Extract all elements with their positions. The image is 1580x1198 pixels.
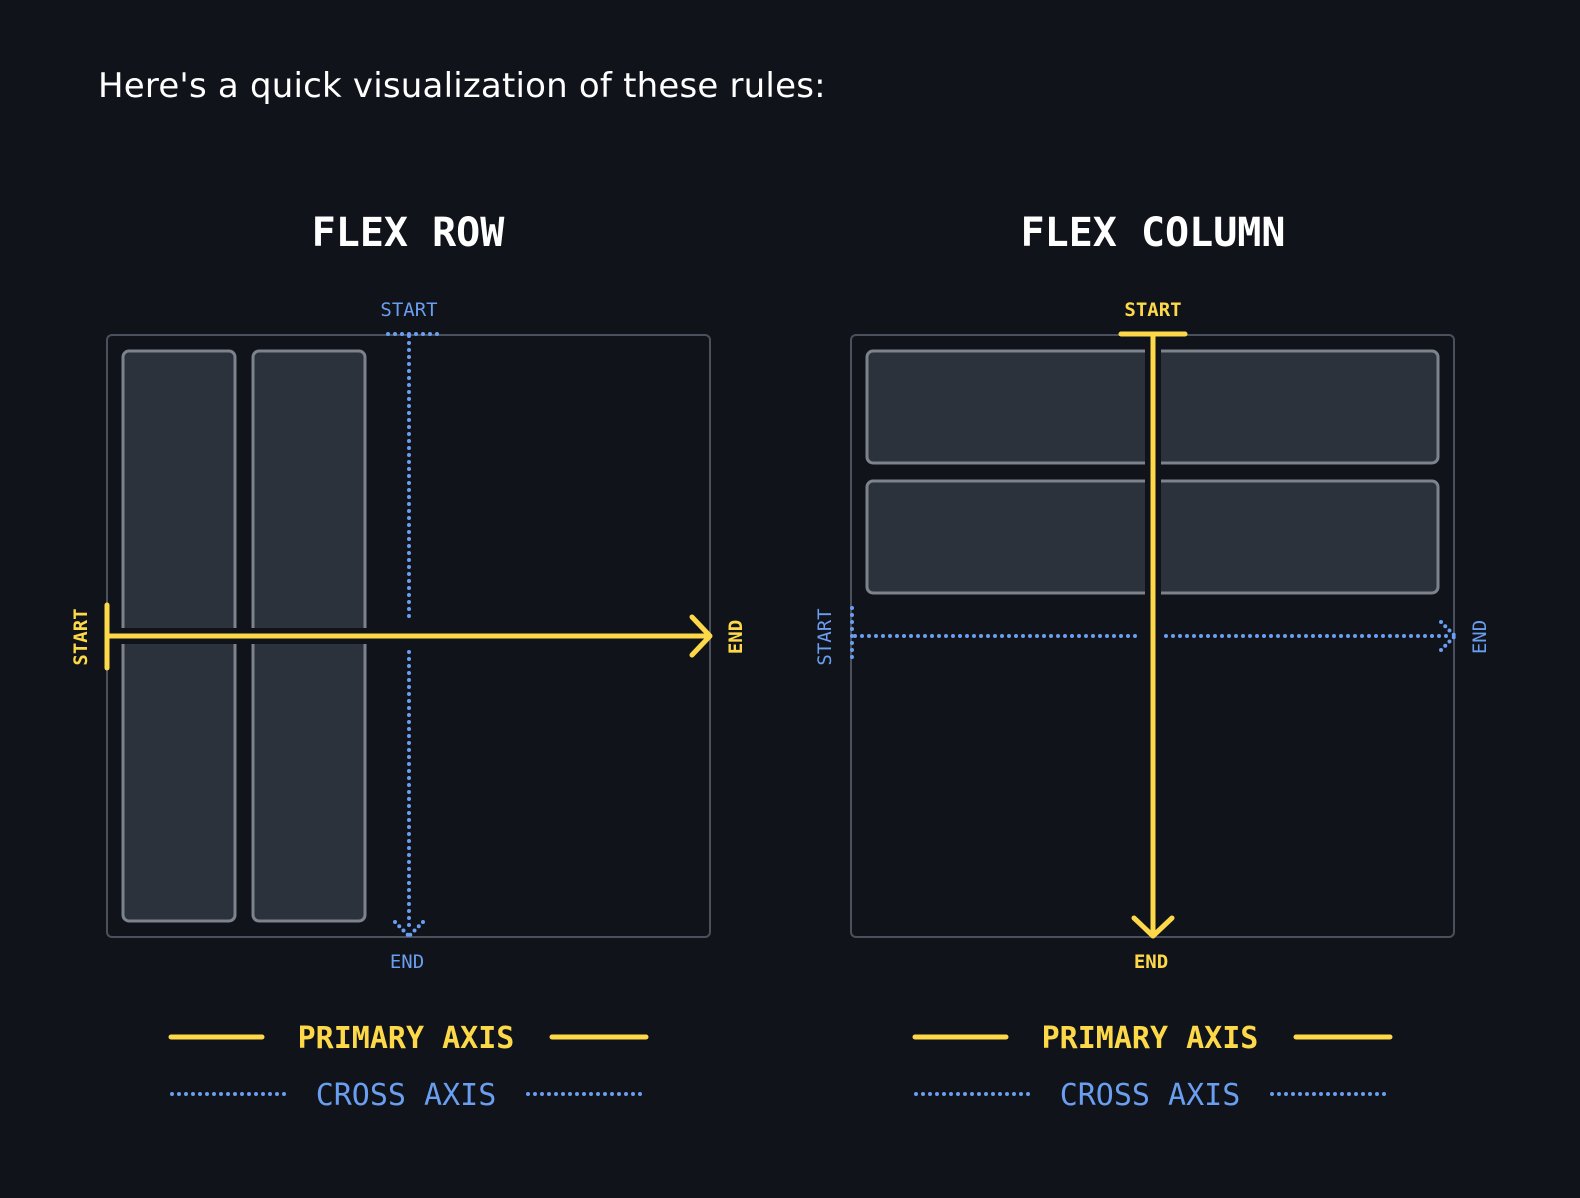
flex-column-primary-end-label: END bbox=[1134, 951, 1168, 973]
flex-column-cross-end-label: END bbox=[1469, 620, 1491, 654]
flex-column-cross-start-label: START bbox=[814, 608, 836, 665]
flex-column-diagram: FLEX COLUMN START END START END bbox=[814, 210, 1491, 1113]
flex-column-legend bbox=[912, 1034, 1393, 1096]
flex-row-legend bbox=[168, 1034, 649, 1096]
flex-row-title: FLEX ROW bbox=[312, 210, 506, 256]
flex-column-primary-start-label: START bbox=[1124, 299, 1181, 321]
flex-column-title: FLEX COLUMN bbox=[1021, 210, 1286, 256]
intro-text: Here's a quick visualization of these ru… bbox=[98, 66, 826, 106]
flex-column-legend-primary-label: PRIMARY AXIS bbox=[1042, 1021, 1259, 1056]
flex-row-cross-end-label: END bbox=[390, 951, 424, 973]
flex-column-legend-cross-label: CROSS AXIS bbox=[1060, 1078, 1241, 1113]
flex-row-diagram: FLEX ROW START END START END bbox=[70, 210, 747, 1113]
flex-row-cross-axis bbox=[386, 332, 442, 938]
flex-row-cross-start-label: START bbox=[380, 299, 437, 321]
flex-row-primary-start-label: START bbox=[70, 608, 92, 665]
flex-column-cross-axis bbox=[850, 606, 1457, 662]
flex-row-primary-end-label: END bbox=[725, 620, 747, 654]
flex-column-primary-axis bbox=[1118, 331, 1188, 939]
flex-row-legend-cross-label: CROSS AXIS bbox=[316, 1078, 497, 1113]
flex-row-legend-primary-label: PRIMARY AXIS bbox=[298, 1021, 515, 1056]
flex-row-primary-axis bbox=[104, 602, 713, 671]
